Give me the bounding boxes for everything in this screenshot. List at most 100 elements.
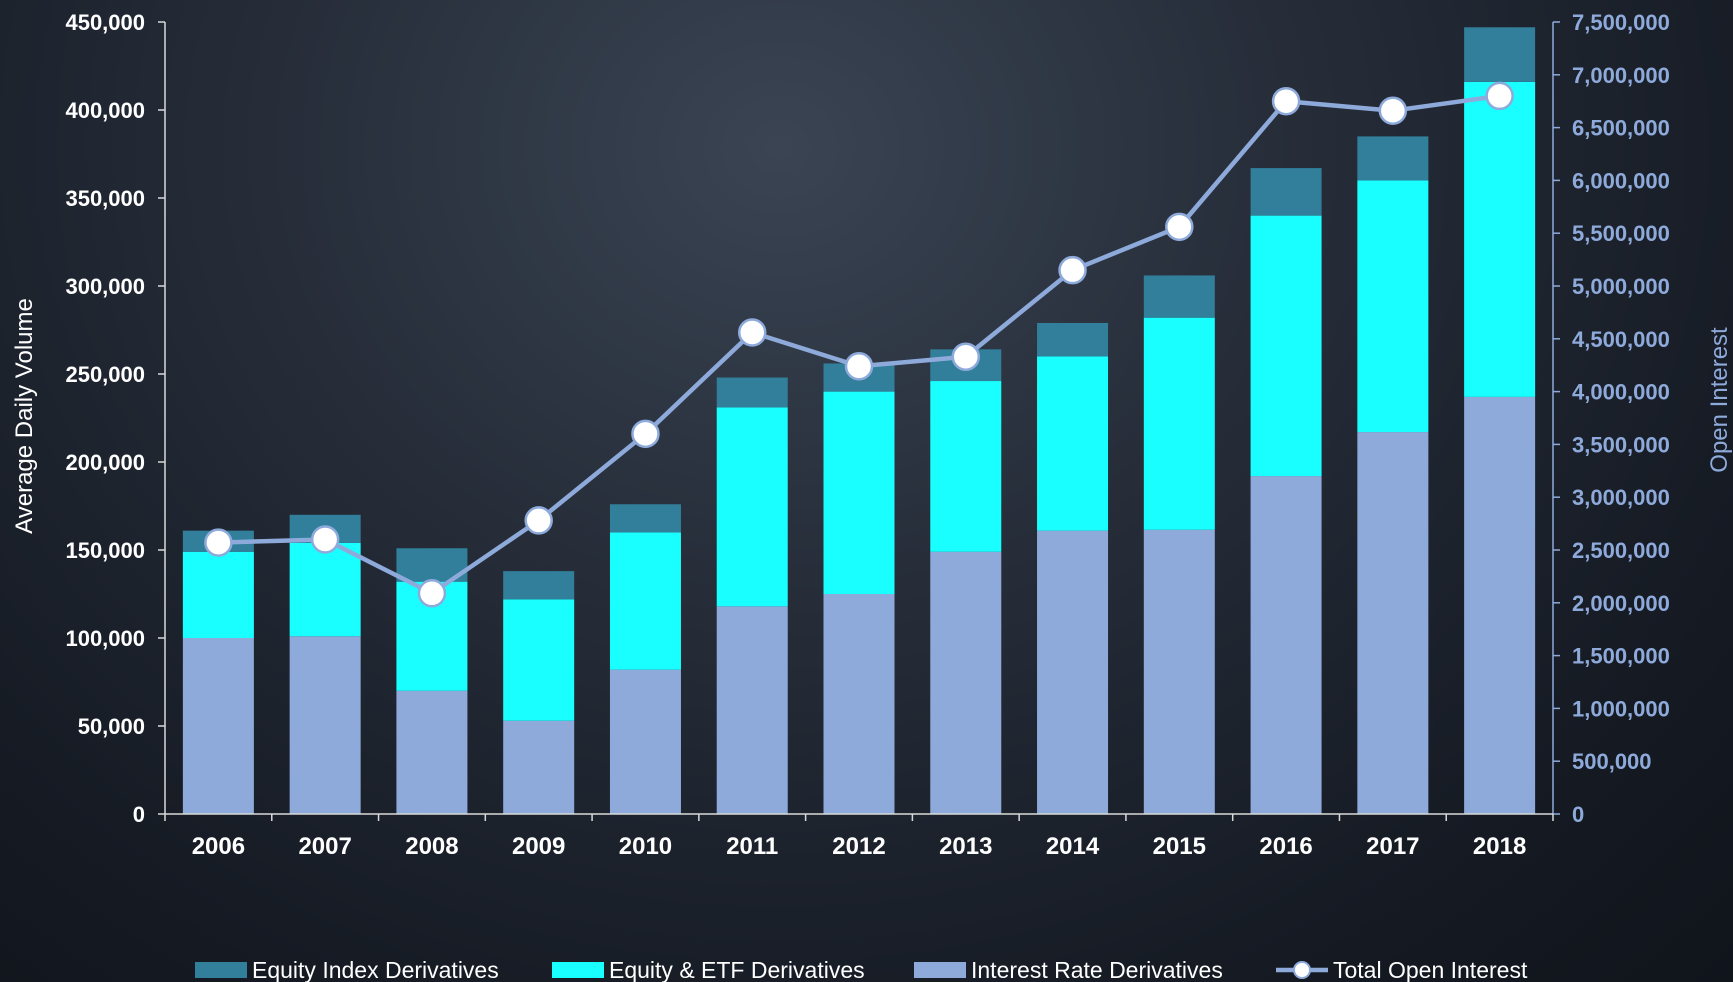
legend-label-equity-index-derivatives: Equity Index Derivatives: [252, 957, 499, 982]
x-tick-label: 2009: [512, 833, 565, 860]
y2-tick-label: 1,000,000: [1572, 696, 1670, 721]
point-total-open-interest-2006: [204, 528, 233, 557]
bar-interest-rate-derivatives-2007: [289, 636, 361, 814]
bar-interest-rate-derivatives-2011: [716, 606, 788, 814]
bar-interest-rate-derivatives-2015: [1143, 529, 1215, 814]
bar-equity-index-derivatives-2010: [609, 504, 681, 533]
y-tick-label: 350,000: [65, 186, 145, 211]
bar-equity-index-derivatives-2011: [716, 377, 788, 408]
y2-tick-label: 7,000,000: [1572, 63, 1670, 88]
y2-tick-label: 2,000,000: [1572, 591, 1670, 616]
point-total-open-interest-2011: [737, 318, 767, 347]
bar-equity-and-etf-derivatives-2015: [1143, 317, 1215, 530]
y-tick-label: 150,000: [65, 538, 145, 563]
bar-equity-and-etf-derivatives-2009: [503, 599, 575, 721]
bar-equity-index-derivatives-2017: [1357, 136, 1429, 181]
y2-tick-label: 500,000: [1572, 749, 1652, 774]
legend-swatch-interest-rate-derivatives: [914, 962, 966, 978]
x-tick-label: 2006: [192, 833, 245, 860]
y-tick-label: 400,000: [65, 98, 145, 123]
bar-equity-and-etf-derivatives-2013: [930, 381, 1002, 552]
point-total-open-interest-2012: [844, 352, 874, 381]
point-total-open-interest-2018: [1485, 81, 1514, 111]
bars-layer: [182, 27, 1536, 814]
point-total-open-interest-2017: [1378, 96, 1408, 125]
bar-equity-index-derivatives-2015: [1143, 275, 1215, 318]
point-total-open-interest-2013: [951, 342, 981, 371]
x-tick-label: 2010: [619, 833, 672, 860]
y-tick-label: 300,000: [65, 274, 145, 299]
bar-interest-rate-derivatives-2010: [609, 669, 681, 814]
y2-tick-label: 4,500,000: [1572, 327, 1670, 352]
point-total-open-interest-2009: [524, 506, 553, 535]
bar-equity-and-etf-derivatives-2014: [1037, 356, 1109, 531]
x-tick-label: 2011: [726, 833, 778, 860]
bar-interest-rate-derivatives-2018: [1464, 396, 1536, 814]
point-total-open-interest-2010: [631, 419, 660, 449]
y2-tick-label: 6,000,000: [1572, 168, 1670, 193]
legend-swatch-equity-and-etf-derivatives: [552, 962, 604, 978]
bar-equity-index-derivatives-2016: [1250, 168, 1322, 216]
bar-equity-and-etf-derivatives-2006: [182, 551, 254, 638]
y-axis-title: Average Daily Volume: [11, 298, 38, 534]
x-tick-label: 2008: [405, 833, 458, 860]
legend: Equity Index Derivatives Equity & ETF Der…: [195, 957, 1528, 982]
bar-equity-index-derivatives-2009: [503, 571, 575, 600]
bar-equity-and-etf-derivatives-2011: [716, 407, 788, 607]
legend-label-total-open-interest: Total Open Interest: [1333, 957, 1528, 982]
bar-equity-index-derivatives-2018: [1464, 27, 1536, 82]
bar-interest-rate-derivatives-2006: [182, 638, 254, 814]
legend-swatch-equity-index-derivatives: [195, 962, 247, 978]
y2-tick-label: 4,000,000: [1572, 380, 1670, 405]
x-tick-label: 2018: [1473, 833, 1526, 860]
x-tick-label: 2014: [1046, 833, 1100, 860]
x-tick-label: 2015: [1153, 833, 1206, 860]
bar-equity-index-derivatives-2014: [1037, 322, 1109, 357]
point-total-open-interest-2008: [417, 579, 447, 608]
y-tick-label: 200,000: [65, 450, 145, 475]
bar-equity-and-etf-derivatives-2007: [289, 542, 361, 637]
bar-interest-rate-derivatives-2016: [1250, 476, 1322, 814]
bar-equity-and-etf-derivatives-2012: [823, 391, 895, 594]
bar-interest-rate-derivatives-2009: [503, 720, 575, 814]
bar-interest-rate-derivatives-2014: [1037, 530, 1109, 814]
y2-tick-label: 6,500,000: [1572, 116, 1670, 141]
bar-interest-rate-derivatives-2017: [1357, 432, 1429, 814]
point-total-open-interest-2016: [1271, 86, 1301, 116]
y-tick-label: 50,000: [78, 714, 145, 739]
bar-equity-and-etf-derivatives-2016: [1250, 215, 1322, 477]
y2-tick-label: 2,500,000: [1572, 538, 1670, 563]
point-total-open-interest-2014: [1058, 255, 1087, 285]
point-total-open-interest-2015: [1165, 212, 1194, 242]
x-tick-label: 2007: [298, 833, 351, 860]
y-tick-label: 250,000: [65, 362, 145, 387]
line-layer: [204, 81, 1514, 608]
legend-swatch-marker-total-open-interest: [1293, 961, 1311, 979]
y2-tick-label: 7,500,000: [1572, 10, 1670, 35]
y-tick-label: 0: [133, 802, 145, 827]
bar-interest-rate-derivatives-2012: [823, 594, 895, 814]
y2-tick-label: 1,500,000: [1572, 644, 1670, 669]
y2-tick-label: 3,500,000: [1572, 432, 1670, 457]
y2-tick-label: 0: [1572, 802, 1584, 827]
bar-equity-and-etf-derivatives-2010: [609, 532, 681, 670]
legend-label-interest-rate-derivatives: Interest Rate Derivatives: [971, 957, 1223, 982]
x-tick-label: 2013: [939, 833, 992, 860]
y2-tick-label: 5,000,000: [1572, 274, 1670, 299]
bar-equity-and-etf-derivatives-2017: [1357, 180, 1429, 433]
y2-axis-title: Open Interest: [1706, 327, 1733, 473]
bar-interest-rate-derivatives-2013: [930, 551, 1002, 814]
bar-interest-rate-derivatives-2008: [396, 690, 468, 814]
x-tick-label: 2012: [832, 833, 885, 860]
x-tick-label: 2016: [1259, 833, 1312, 860]
axes-layer: 0 50,000 100,000 150,000 200,000 250,000 300,0…: [11, 10, 1733, 860]
x-tick-label: 2017: [1366, 833, 1419, 860]
y2-tick-label: 3,000,000: [1572, 485, 1670, 510]
y2-tick-label: 5,500,000: [1572, 221, 1670, 246]
point-total-open-interest-2007: [310, 525, 340, 554]
legend-label-equity-and-etf-derivatives: Equity & ETF Derivatives: [609, 957, 865, 982]
bar-equity-and-etf-derivatives-2018: [1464, 81, 1536, 397]
y-tick-label: 450,000: [65, 10, 145, 35]
